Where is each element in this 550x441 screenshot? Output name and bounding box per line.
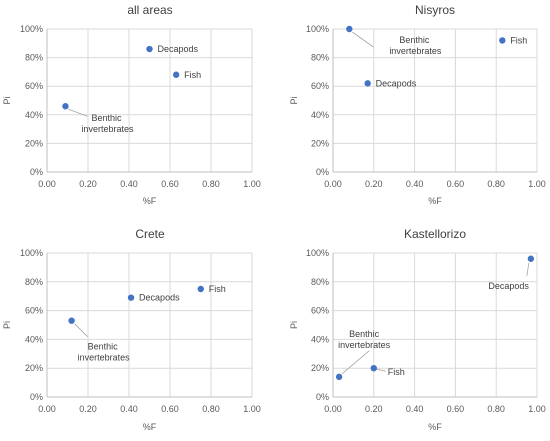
y-axis-label: Pi [2,96,12,104]
data-point [370,365,377,372]
x-axis-label: %F [428,422,442,432]
data-point [127,294,135,301]
y-tick-label: 60% [311,81,329,91]
data-point [527,255,535,262]
x-axis-label: %F [143,422,157,432]
data-point [172,71,180,78]
data-point-label: Decapods [376,78,417,88]
data-point-label: Fish [184,70,201,80]
y-axis-label: Pi [289,96,299,104]
x-tick-label: 0.00 [324,179,342,189]
data-point [335,373,343,381]
x-tick-label: 0.20 [365,404,383,414]
y-tick-label: 60% [25,306,43,316]
x-tick-label: 0.40 [120,179,138,189]
y-tick-label: 0% [316,392,329,402]
data-point-label: Benthic invertebrates [389,35,442,56]
y-tick-label: 100% [306,248,329,258]
chart-title: Nisyros [415,3,455,17]
data-point [62,103,69,110]
x-tick-label: 1.00 [528,179,546,189]
data-point [146,45,153,53]
label-leader-line [68,108,88,117]
y-tick-label: 40% [25,110,43,120]
label-leader-line [352,31,374,48]
x-tick-label: 0.00 [38,404,56,414]
data-point-label: Decapods [158,44,199,54]
y-tick-label: 40% [25,334,43,344]
label-leader-line [341,350,370,375]
data-point [197,285,204,293]
x-tick-label: 0.20 [365,179,383,189]
x-tick-label: 0.80 [487,404,505,414]
data-point-label: Benthic invertebrates [78,342,131,363]
x-tick-label: 0.60 [447,179,465,189]
y-tick-label: 80% [25,277,43,287]
x-tick-label: 0.00 [324,404,342,414]
y-tick-label: 80% [311,53,329,63]
chart-title: all areas [127,3,172,17]
x-tick-label: 1.00 [243,404,261,414]
y-tick-label: 20% [311,138,329,148]
x-tick-label: 0.20 [79,179,97,189]
data-point-label: Fish [510,35,527,45]
data-point-label: Fish [388,367,405,377]
x-tick-label: 0.60 [161,179,179,189]
y-tick-label: 100% [306,24,329,34]
x-tick-label: 0.80 [487,179,505,189]
x-tick-label: 0.00 [38,179,56,189]
y-tick-label: 60% [311,306,329,316]
x-tick-label: 0.20 [79,404,97,414]
y-tick-label: 100% [20,248,43,258]
data-point-label: Decapods [139,293,180,303]
y-tick-label: 40% [311,334,329,344]
x-tick-label: 1.00 [528,404,546,414]
label-leader-line [526,262,530,276]
data-point-label: Benthic invertebrates [338,329,391,350]
x-tick-label: 0.80 [202,404,220,414]
y-tick-label: 0% [30,392,43,402]
x-tick-label: 0.40 [406,179,424,189]
data-point-label: Decapods [488,281,529,291]
y-axis-label: Pi [289,321,299,329]
data-point-label: Fish [209,284,226,294]
data-point-label: Benthic invertebrates [81,113,134,134]
x-tick-label: 0.40 [120,404,138,414]
y-tick-label: 0% [30,167,43,177]
y-axis-label: Pi [2,321,12,329]
data-point [346,25,353,33]
y-tick-label: 80% [25,53,43,63]
label-leader-line [74,323,88,337]
y-tick-label: 20% [25,363,43,373]
chart-title: Kastellorizo [404,227,466,241]
x-tick-label: 0.60 [447,404,465,414]
x-tick-label: 0.60 [161,404,179,414]
data-point [499,37,506,44]
x-tick-label: 0.80 [202,179,220,189]
x-tick-label: 0.40 [406,404,424,414]
x-axis-label: %F [428,196,442,206]
y-tick-label: 0% [316,167,329,177]
y-tick-label: 80% [311,277,329,287]
y-tick-label: 60% [25,81,43,91]
y-tick-label: 20% [25,138,43,148]
data-point [364,80,371,87]
y-tick-label: 100% [20,24,43,34]
label-leader-line [376,368,386,372]
data-point [68,317,75,324]
chart-title: Crete [135,227,165,241]
x-tick-label: 1.00 [243,179,261,189]
y-tick-label: 20% [311,363,329,373]
x-axis-label: %F [143,196,157,206]
y-tick-label: 40% [311,110,329,120]
